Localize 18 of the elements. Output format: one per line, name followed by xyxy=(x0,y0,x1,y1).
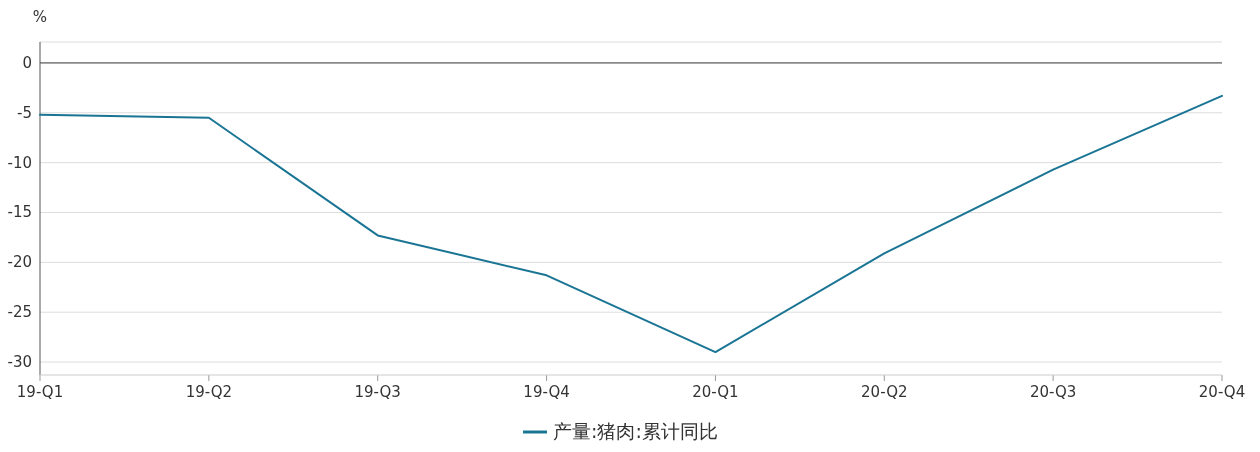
x-tick-label: 19-Q3 xyxy=(354,383,401,401)
y-tick-label: -20 xyxy=(7,253,32,272)
x-tick-label: 20-Q3 xyxy=(1029,383,1077,401)
x-tick-label: 20-Q1 xyxy=(692,383,739,401)
x-tick-label: 19-Q4 xyxy=(523,383,570,401)
y-tick-label: -10 xyxy=(7,153,32,172)
x-tick-label: 19-Q1 xyxy=(16,383,64,401)
x-tick-label: 20-Q4 xyxy=(1198,383,1246,401)
y-tick-label: 0 xyxy=(22,53,32,72)
y-tick-label: -5 xyxy=(17,103,32,122)
y-tick-label: -25 xyxy=(7,303,32,322)
legend-label: 产量:猪肉:累计同比 xyxy=(553,420,718,442)
y-tick-label: -15 xyxy=(7,203,32,222)
line-series xyxy=(39,94,1223,354)
y-tick-label: -30 xyxy=(7,353,32,372)
x-tick-label: 19-Q2 xyxy=(185,383,233,401)
x-tick-label: 20-Q2 xyxy=(861,383,908,401)
y-axis-title: % xyxy=(32,8,48,26)
